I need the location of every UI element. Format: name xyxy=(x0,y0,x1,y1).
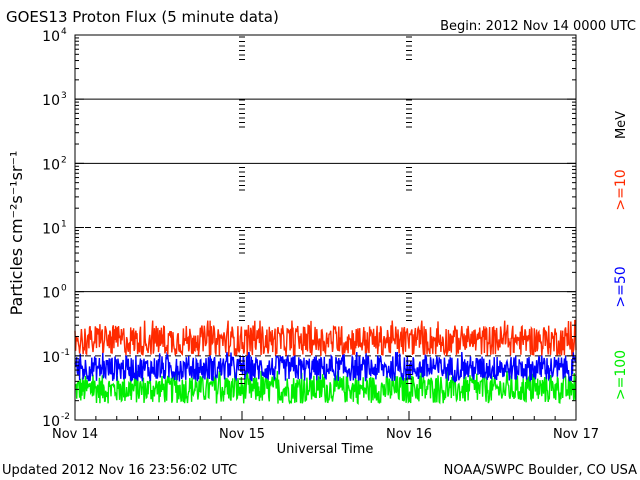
y-tick-label: 102 xyxy=(42,155,67,173)
y-tick-exponent: 0 xyxy=(61,284,67,294)
x-axis: Nov 14 Nov 15 Nov 16 Nov 17 xyxy=(52,411,599,442)
grid-lines xyxy=(75,98,576,357)
y-tick-label: 104 xyxy=(42,27,67,45)
footer-credit: NOAA/SWPC Boulder, CO USA xyxy=(444,463,637,478)
y-tick-label: 101 xyxy=(42,220,67,238)
y-tick-exponent: 1 xyxy=(61,220,67,230)
series-line-ge10 xyxy=(74,319,577,357)
chart-title: GOES13 Proton Flux (5 minute data) xyxy=(6,8,279,26)
x-axis-label: Universal Time xyxy=(277,442,374,457)
y-axis-label: Particles cm⁻²s⁻¹sr⁻¹ xyxy=(7,151,26,316)
series-line-ge100 xyxy=(74,370,577,406)
series-line-ge50 xyxy=(74,351,577,383)
series-layer xyxy=(74,319,577,406)
y-tick-exponent: 2 xyxy=(61,155,67,165)
y-tick-exponent: -1 xyxy=(61,348,70,358)
y-tick-exponent: 4 xyxy=(61,27,67,37)
y-tick-exponent: -2 xyxy=(61,412,70,422)
footer-updated: Updated 2012 Nov 16 23:56:02 UTC xyxy=(2,463,237,478)
y-tick-label: 100 xyxy=(42,284,67,302)
legend-series-100: >=100 xyxy=(613,350,629,400)
legend-series-50: >=50 xyxy=(613,266,629,307)
begin-label: Begin: 2012 Nov 14 0000 UTC xyxy=(440,19,636,34)
x-tick-label: Nov 15 xyxy=(219,427,265,442)
legend-unit: MeV xyxy=(614,111,629,139)
y-tick-exponent: 3 xyxy=(61,91,67,101)
y-axis: 104 103 102 101 100 10-1 1 0 -2 xyxy=(42,27,576,430)
x-tick-label: Nov 17 xyxy=(553,427,599,442)
x-tick-label: Nov 16 xyxy=(386,427,432,442)
y-tick-label: 103 xyxy=(42,91,67,109)
x-tick-label: Nov 14 xyxy=(52,427,98,442)
y-tick-label: 10-1 xyxy=(42,348,70,366)
legend-series-10: >=10 xyxy=(613,169,629,210)
day-tick-marks xyxy=(239,36,412,384)
